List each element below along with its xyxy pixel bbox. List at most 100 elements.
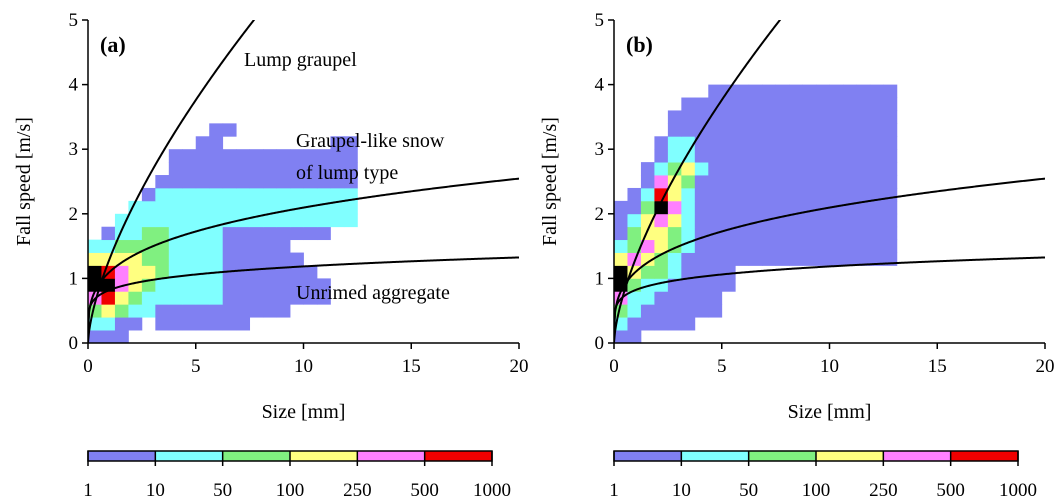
heatmap-cell	[209, 304, 224, 318]
heatmap-cell	[195, 162, 210, 176]
heatmap-cell	[883, 123, 898, 137]
heatmap-cell	[708, 97, 723, 111]
heatmap-cell	[762, 162, 777, 176]
heatmap-cell	[667, 200, 682, 215]
heatmap-cell	[708, 149, 723, 163]
heatmap-cell	[721, 278, 736, 292]
heatmap-cell	[762, 97, 777, 111]
heatmap-cell	[654, 162, 669, 176]
heatmap-cell	[654, 136, 669, 150]
heatmap-cell	[195, 291, 210, 305]
heatmap-cell	[789, 252, 803, 266]
heatmap-cell	[155, 278, 170, 292]
heatmap-cell	[114, 239, 129, 253]
heatmap-cell	[789, 239, 803, 253]
heatmap-cell	[303, 213, 318, 228]
heatmap-cell	[748, 252, 763, 266]
heatmap-cell	[182, 278, 197, 292]
heatmap-cell	[762, 175, 777, 189]
heatmap-cell	[775, 226, 790, 241]
heatmap-cell	[869, 226, 884, 241]
colorbar-label: 250	[343, 480, 372, 501]
heatmap-cell	[209, 187, 224, 202]
y-tick-label: 4	[595, 75, 605, 96]
heatmap-cell	[627, 239, 642, 253]
heatmap-cell	[735, 84, 750, 98]
y-tick-label: 0	[69, 333, 79, 354]
heatmap-cell	[195, 187, 210, 202]
heatmap-cell	[209, 226, 224, 241]
heatmap-cell	[182, 149, 197, 163]
colorbar-label: 1	[83, 480, 93, 501]
heatmap-cell	[303, 265, 318, 279]
heatmap-cell	[667, 317, 682, 331]
heatmap-cell	[667, 213, 682, 228]
heatmap-cell	[694, 149, 709, 163]
heatmap-cell	[775, 136, 790, 150]
heatmap-cell	[222, 123, 237, 137]
heatmap-cell	[249, 265, 264, 279]
heatmap-cell	[182, 239, 197, 253]
heatmap-cell	[182, 265, 197, 279]
colorbar-segment	[88, 451, 156, 461]
colorbar-segment	[155, 451, 223, 461]
heatmap-cell	[209, 123, 224, 137]
heatmap-cell	[694, 97, 709, 111]
heatmap-cell	[829, 175, 844, 189]
heatmap-cell	[640, 162, 655, 176]
heatmap-cell	[816, 175, 830, 189]
heatmap-cell	[654, 278, 669, 292]
colorbar-segment	[883, 451, 951, 461]
heatmap-cell	[694, 291, 709, 305]
heatmap-cell	[209, 213, 224, 228]
heatmap-cell	[735, 149, 750, 163]
heatmap-cell	[856, 252, 871, 266]
heatmap-cell	[195, 239, 210, 253]
heatmap-cell	[789, 187, 803, 202]
heatmap-cell	[222, 149, 237, 163]
heatmap-cell	[829, 187, 844, 202]
heatmap-cell	[141, 200, 156, 215]
heatmap-cell	[735, 226, 750, 241]
heatmap-cell	[195, 265, 210, 279]
panel-a-heatmap	[88, 123, 358, 343]
heatmap-cell	[681, 175, 696, 189]
y-tick-label: 3	[595, 139, 605, 160]
heatmap-cell	[775, 200, 790, 215]
heatmap-cell	[869, 175, 884, 189]
panel-b-label: (b)	[626, 32, 653, 57]
heatmap-cell	[829, 213, 844, 228]
heatmap-cell	[114, 291, 129, 305]
heatmap-cell	[789, 200, 803, 215]
heatmap-cell	[775, 149, 790, 163]
heatmap-cell	[101, 330, 116, 343]
heatmap-cell	[869, 162, 884, 176]
heatmap-cell	[236, 226, 251, 241]
heatmap-cell	[694, 136, 709, 150]
heatmap-cell	[614, 330, 628, 343]
heatmap-cell	[182, 291, 197, 305]
heatmap-cell	[627, 317, 642, 331]
heatmap-cell	[789, 110, 803, 124]
heatmap-cell	[802, 162, 817, 176]
heatmap-cell	[141, 226, 156, 241]
heatmap-cell	[168, 175, 183, 189]
heatmap-cell	[694, 110, 709, 124]
heatmap-cell	[276, 162, 291, 176]
annotation-graupel-like-snow-line2: of lump type	[296, 162, 398, 184]
y-tick-label: 4	[69, 75, 79, 96]
heatmap-cell	[101, 239, 116, 253]
heatmap-cell	[735, 252, 750, 266]
x-tick-label: 15	[402, 356, 421, 377]
heatmap-cell	[681, 162, 696, 176]
heatmap-cell	[209, 136, 224, 150]
heatmap-cell	[209, 252, 224, 266]
heatmap-cell	[667, 291, 682, 305]
heatmap-cell	[842, 110, 857, 124]
heatmap-cell	[816, 187, 830, 202]
heatmap-cell	[209, 175, 224, 189]
heatmap-cell	[708, 213, 723, 228]
heatmap-cell	[748, 110, 763, 124]
heatmap-cell	[263, 278, 277, 292]
